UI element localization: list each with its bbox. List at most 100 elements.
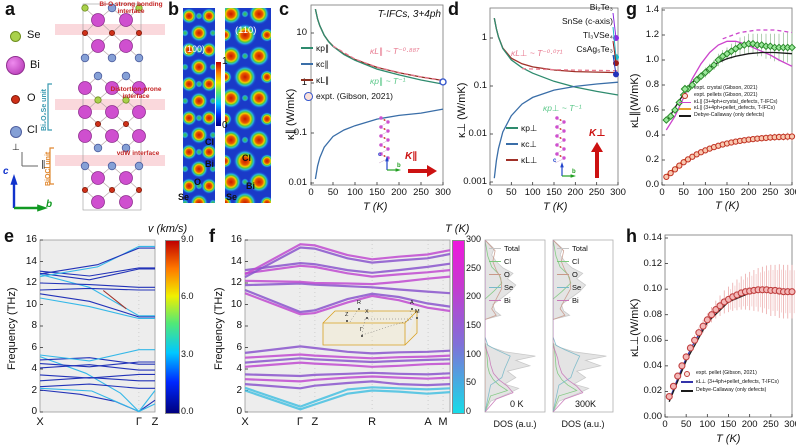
legend-label: κL⊥: [521, 155, 538, 165]
kpoint-label: R: [368, 416, 377, 428]
charge-colorbar: [216, 62, 221, 126]
panel-c-kappa-parallel: c κ∥ (W/mK) T (K) T-IFCs, 3+4ph κL∥ ~ T⁻…: [278, 0, 451, 215]
legend-marker-line: [489, 286, 501, 289]
tick-label: 0.02: [643, 385, 663, 397]
legend-label: κp∥: [316, 43, 330, 53]
tick-label: 250: [588, 187, 605, 198]
dos-right-temp-label: 300K: [575, 399, 597, 409]
para-axis-label: ∥: [41, 159, 46, 169]
tick-label: 16: [230, 234, 242, 245]
legend-marker-line: [489, 273, 501, 276]
tick-label: 50: [678, 187, 689, 198]
legend-label: Total: [504, 244, 520, 253]
tick-label: 100: [697, 187, 714, 198]
tick-label: 250: [762, 419, 779, 430]
legend-marker-line: [679, 101, 691, 104]
tick-label: 300: [784, 187, 796, 198]
tick-label: 0: [308, 187, 314, 198]
tick-label: 150: [369, 187, 385, 198]
unit-label-biocl: BiOCl unit: [45, 151, 52, 186]
bz-point-label: R: [357, 300, 361, 306]
legend-label: expt. pellet (Gibson, 2021): [696, 370, 757, 376]
perp-axis-label: ⊥: [12, 142, 20, 152]
legend-marker-line: [681, 389, 693, 392]
tick-label: 1: [481, 32, 487, 43]
charge-cbar-min: 0: [222, 120, 228, 131]
tick-label: 12: [230, 277, 242, 288]
panel-letter-e: e: [4, 226, 15, 246]
c-title: T-IFCs, 3+4ph: [377, 9, 441, 20]
legend-marker-ocirc: [682, 92, 689, 99]
material-label: CsAg₅Te₃: [576, 44, 613, 54]
legend-marker-line: [679, 108, 691, 110]
legend-label: expt. (Gibson, 2021): [316, 91, 394, 101]
legend-marker-line: [301, 79, 313, 81]
tick-label: 200: [741, 419, 758, 430]
legend-label: κL∥ (3+4ph+pellet_defects, T-IFCs): [694, 105, 775, 112]
tick-label: 150: [546, 187, 562, 198]
kpoint-label: Γ: [296, 416, 303, 428]
colorbar-tick: 3.0: [181, 348, 194, 359]
tick-label: 0.08: [643, 308, 663, 320]
colorbar-tick: 200: [466, 291, 482, 302]
tick-label: 0: [662, 419, 668, 430]
tick-label: 0: [236, 406, 242, 417]
tick-label: 10: [296, 27, 307, 38]
colorbar-tick: 50: [466, 377, 477, 388]
c-x-axis-label: T (K): [363, 201, 388, 213]
kpoint-label: X: [36, 416, 44, 428]
tick-label: 8: [236, 320, 242, 331]
dos-right-x-label: DOS (a.u.): [561, 419, 605, 429]
tick-label: 0.1: [473, 80, 487, 91]
tick-label: 100: [347, 187, 363, 198]
tick-label: 0.10: [643, 283, 663, 295]
tick-label: 0.14: [643, 232, 663, 243]
se-atom-legend-icon: [10, 31, 21, 42]
tick-label: 250: [413, 187, 429, 198]
legend-marker-line: [557, 299, 569, 302]
tick-label: 12: [25, 277, 37, 288]
tick-label: 200: [567, 187, 584, 198]
h-x-axis-label: T (K): [716, 433, 741, 445]
panel-letter-h: h: [626, 226, 637, 246]
kappa-perp-plot: [489, 7, 619, 186]
tick-label: 6: [236, 341, 242, 353]
d-annotation-kL: κL⊥ ~ T⁻⁰·⁰⁷¹: [511, 48, 563, 58]
tick-label: 0: [659, 187, 665, 198]
tick-label: 16: [25, 234, 37, 245]
tick-label: 1: [301, 77, 307, 88]
legend-label: O: [572, 270, 578, 279]
d-inset-c-axis: c: [553, 158, 557, 164]
interface-label-vdw: vdW interface: [116, 150, 160, 157]
tick-label: 2: [31, 384, 37, 396]
legend-marker-line: [506, 159, 518, 161]
tick-label: 300: [435, 187, 451, 198]
h-y-axis-label: κL⊥(W/mK): [629, 298, 641, 357]
material-label: Bi₂Te₃: [589, 2, 613, 12]
b-axis-label: b: [46, 199, 53, 210]
legend-label: expt. pellets (Gibson, 2021): [694, 91, 758, 98]
legend-label: Bi: [572, 296, 579, 305]
o-atom-legend-icon: [11, 95, 20, 104]
tick-label: 1.0: [645, 54, 659, 65]
bi-atom-legend-icon: [6, 56, 25, 75]
atom-label-se-left: Se: [178, 192, 190, 202]
tick-label: 1.4: [645, 4, 659, 15]
dos-plots: [484, 239, 614, 413]
tick-label: 2: [236, 384, 242, 396]
legend-label: Total: [572, 244, 588, 253]
o-legend-label: O: [27, 92, 36, 104]
legend-marker-line: [557, 286, 569, 289]
bz-point-label: Z: [345, 312, 349, 318]
tick-label: 10: [230, 298, 242, 310]
unit-label-bi2o2se: Bi₂O₂Se unit: [41, 89, 48, 131]
panel-letter-a: a: [5, 0, 16, 19]
legend-label: κL∥: [316, 75, 330, 85]
tick-label: 8: [31, 320, 37, 331]
legend-marker-line: [506, 127, 518, 129]
legend-marker-line: [489, 260, 501, 263]
tick-label: 0.2: [645, 154, 659, 165]
tick-label: 50: [327, 187, 339, 198]
atom-label-bi-right: Bi: [246, 181, 255, 191]
tick-label: 300: [784, 419, 796, 430]
